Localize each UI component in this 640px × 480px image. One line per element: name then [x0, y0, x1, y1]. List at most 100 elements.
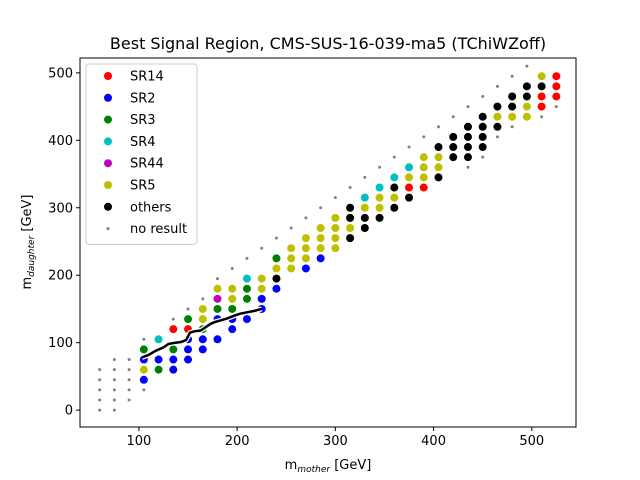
point-no-result: [289, 226, 293, 230]
point-others: [449, 132, 458, 141]
point-others: [522, 92, 531, 101]
point-no-result: [466, 165, 470, 169]
exclusion-line: [141, 307, 263, 359]
point-no-result: [142, 388, 146, 392]
point-no-result: [112, 358, 116, 362]
point-sr3: [228, 304, 237, 313]
point-others: [537, 82, 546, 91]
legend: SR14 SR2 SR3 SR4 SR44 SR5 others no result: [85, 63, 198, 245]
point-others: [272, 274, 281, 283]
point-sr14: [419, 183, 428, 192]
point-no-result: [112, 368, 116, 372]
point-sr5: [508, 112, 517, 121]
point-sr2: [184, 355, 193, 364]
point-no-result: [481, 155, 485, 159]
x-tick-label: 100: [127, 434, 152, 449]
point-sr44: [213, 294, 222, 303]
x-tick-label: 500: [519, 434, 544, 449]
point-sr2: [154, 355, 163, 364]
point-sr5: [434, 163, 443, 172]
point-others: [493, 122, 502, 131]
point-sr5: [493, 112, 502, 121]
point-no-result: [348, 186, 352, 190]
point-sr3: [169, 345, 178, 354]
legend-label-sr5: SR5: [130, 179, 156, 194]
point-no-result: [98, 368, 102, 372]
x-tick-label: 400: [421, 434, 446, 449]
point-others: [522, 82, 531, 91]
chart-title: Best Signal Region, CMS-SUS-16-039-ma5 (…: [110, 34, 546, 53]
point-sr3: [272, 254, 281, 263]
point-sr2: [228, 325, 237, 334]
legend-box: [85, 63, 198, 245]
point-no-result: [127, 368, 131, 372]
point-no-result: [495, 135, 499, 139]
point-sr5: [375, 203, 384, 212]
y-axis-label: mdaughter [GeV]: [20, 194, 37, 289]
point-sr5: [434, 153, 443, 162]
point-sr3: [139, 345, 148, 354]
point-sr5: [301, 254, 310, 263]
point-sr14: [552, 72, 561, 81]
point-no-result: [495, 84, 499, 88]
point-sr4: [360, 193, 369, 202]
point-sr2: [184, 345, 193, 354]
legend-label-sr44: SR44: [130, 157, 164, 172]
point-no-result: [98, 388, 102, 392]
point-others: [463, 132, 472, 141]
point-sr5: [198, 315, 207, 324]
point-sr5: [360, 203, 369, 212]
point-others: [346, 203, 355, 212]
point-sr5: [331, 244, 340, 253]
point-others: [449, 143, 458, 152]
point-no-result: [422, 135, 426, 139]
point-no-result: [98, 398, 102, 402]
point-no-result: [392, 155, 396, 159]
point-sr4: [154, 335, 163, 344]
point-no-result: [481, 94, 485, 98]
point-others: [390, 183, 399, 192]
legend-marker-sr14: [104, 72, 112, 80]
point-sr14: [537, 92, 546, 101]
y-axis: 0 100 200 300 400 500: [48, 66, 80, 419]
point-no-result: [436, 125, 440, 129]
point-no-result: [216, 277, 220, 281]
point-others: [478, 112, 487, 121]
point-no-result: [112, 398, 116, 402]
point-sr2: [257, 294, 266, 303]
point-sr5: [346, 223, 355, 232]
point-sr2: [301, 264, 310, 273]
y-axis-label-main: m: [20, 277, 35, 290]
point-sr5: [419, 173, 428, 182]
point-sr3: [242, 284, 251, 293]
point-sr4: [242, 274, 251, 283]
point-no-result: [245, 256, 249, 260]
point-others: [434, 173, 443, 182]
point-no-result: [260, 246, 264, 250]
legend-marker-sr3: [104, 115, 112, 124]
point-no-result: [378, 165, 382, 169]
point-sr5: [405, 173, 414, 182]
legend-marker-others: [104, 202, 112, 211]
point-no-result: [510, 125, 514, 129]
y-axis-label-sub: daughter: [27, 234, 37, 276]
legend-marker-sr44: [104, 159, 112, 168]
legend-label-no-result: no result: [130, 222, 187, 237]
point-sr5: [228, 294, 237, 303]
point-sr5: [287, 244, 296, 253]
x-tick-label: 200: [225, 434, 250, 449]
point-no-result: [127, 358, 131, 362]
legend-marker-sr4: [104, 137, 112, 146]
point-sr4: [405, 163, 414, 172]
point-others: [463, 143, 472, 152]
plot-area-frame: [79, 57, 577, 428]
point-no-result: [142, 337, 146, 341]
point-no-result: [127, 398, 131, 402]
point-sr2: [198, 345, 207, 354]
x-axis: 100 200 300 400 500: [127, 427, 544, 449]
point-no-result: [304, 216, 308, 220]
point-sr4: [375, 183, 384, 192]
point-sr5: [272, 264, 281, 273]
point-others: [375, 213, 384, 222]
point-no-result: [274, 236, 278, 240]
